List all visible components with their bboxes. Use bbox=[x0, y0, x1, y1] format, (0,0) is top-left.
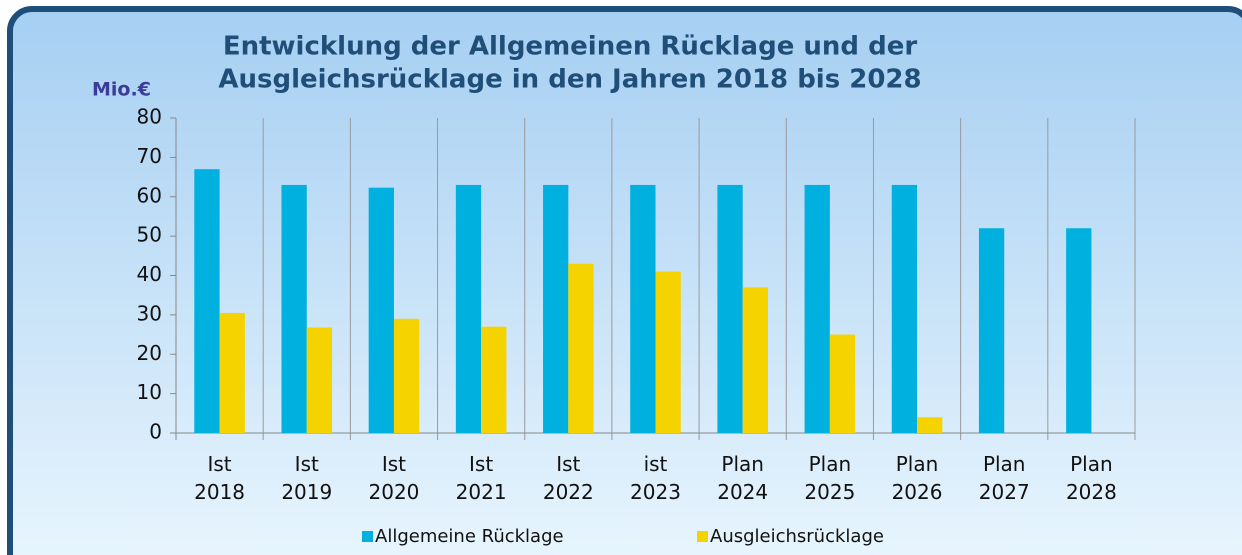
x-tick-label: Plan 2024 bbox=[717, 452, 769, 504]
legend-label: Allgemeine Rücklage bbox=[375, 526, 564, 547]
x-tick-label: Plan 2026 bbox=[891, 452, 943, 504]
y-tick-label: 10 bbox=[137, 380, 162, 404]
y-tick-label: 70 bbox=[137, 144, 162, 168]
y-tick-label: 60 bbox=[137, 183, 162, 207]
bar bbox=[1066, 228, 1092, 433]
x-tick-label: Plan 2025 bbox=[804, 452, 856, 504]
x-tick-label: Ist 2019 bbox=[281, 452, 333, 504]
bar bbox=[829, 334, 856, 433]
x-tick-label: ist 2023 bbox=[630, 452, 681, 504]
y-tick-label: 80 bbox=[137, 105, 162, 129]
chart-title: Ausgleichsrücklage in den Jahren 2018 bi… bbox=[218, 65, 921, 95]
bar bbox=[630, 184, 656, 433]
x-tick-label: Ist 2020 bbox=[368, 452, 420, 504]
x-tick-label: Ist 2022 bbox=[542, 452, 594, 504]
y-axis-label: Mio.€ bbox=[92, 79, 151, 101]
y-tick-label: 0 bbox=[149, 420, 162, 444]
bar bbox=[194, 169, 220, 433]
bar bbox=[978, 228, 1005, 433]
bar bbox=[455, 184, 482, 433]
legend-swatch bbox=[362, 531, 373, 542]
bar bbox=[891, 184, 918, 433]
legend-swatch bbox=[697, 531, 708, 542]
x-tick-label: Plan 2028 bbox=[1065, 452, 1117, 504]
bar bbox=[917, 417, 943, 433]
bar bbox=[306, 327, 333, 433]
bar bbox=[568, 263, 594, 433]
bar bbox=[219, 312, 245, 433]
chart-title: Entwicklung der Allgemeinen Rücklage und… bbox=[223, 32, 917, 62]
bar bbox=[655, 271, 681, 433]
y-tick-label: 50 bbox=[137, 223, 162, 247]
bar bbox=[543, 184, 569, 433]
legend-label: Ausgleichsrücklage bbox=[710, 526, 884, 547]
x-tick-label: Plan 2027 bbox=[978, 452, 1030, 504]
x-tick-label: Ist 2021 bbox=[455, 452, 507, 504]
y-tick-label: 20 bbox=[137, 341, 162, 365]
bar bbox=[804, 184, 830, 433]
bar bbox=[742, 287, 768, 433]
bar bbox=[717, 184, 743, 433]
y-tick-label: 30 bbox=[137, 301, 162, 325]
bar bbox=[393, 318, 420, 433]
bar bbox=[281, 184, 307, 433]
bar bbox=[368, 187, 394, 433]
bar bbox=[481, 326, 507, 433]
x-tick-label: Ist 2018 bbox=[194, 452, 246, 504]
y-tick-label: 40 bbox=[137, 262, 162, 286]
